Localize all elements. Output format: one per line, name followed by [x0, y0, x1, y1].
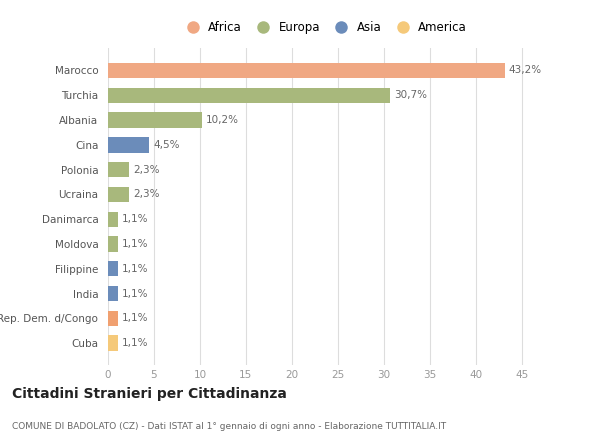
- Bar: [108, 311, 118, 326]
- Text: COMUNE DI BADOLATO (CZ) - Dati ISTAT al 1° gennaio di ogni anno - Elaborazione T: COMUNE DI BADOLATO (CZ) - Dati ISTAT al …: [12, 422, 446, 431]
- Bar: [108, 187, 129, 202]
- Text: 1,1%: 1,1%: [122, 239, 148, 249]
- Bar: [108, 286, 118, 301]
- Text: 1,1%: 1,1%: [122, 289, 148, 299]
- Text: 1,1%: 1,1%: [122, 264, 148, 274]
- Text: 30,7%: 30,7%: [394, 90, 427, 100]
- Bar: [108, 335, 118, 351]
- Bar: [108, 88, 390, 103]
- Text: 4,5%: 4,5%: [153, 140, 179, 150]
- Text: 43,2%: 43,2%: [509, 66, 542, 76]
- Legend: Africa, Europa, Asia, America: Africa, Europa, Asia, America: [179, 18, 469, 36]
- Bar: [108, 236, 118, 252]
- Bar: [108, 162, 129, 177]
- Bar: [108, 112, 202, 128]
- Text: Cittadini Stranieri per Cittadinanza: Cittadini Stranieri per Cittadinanza: [12, 387, 287, 401]
- Bar: [108, 261, 118, 276]
- Bar: [108, 212, 118, 227]
- Text: 1,1%: 1,1%: [122, 338, 148, 348]
- Text: 1,1%: 1,1%: [122, 313, 148, 323]
- Text: 10,2%: 10,2%: [205, 115, 238, 125]
- Bar: [108, 63, 505, 78]
- Bar: [108, 137, 149, 153]
- Text: 2,3%: 2,3%: [133, 165, 160, 175]
- Text: 1,1%: 1,1%: [122, 214, 148, 224]
- Text: 2,3%: 2,3%: [133, 189, 160, 199]
